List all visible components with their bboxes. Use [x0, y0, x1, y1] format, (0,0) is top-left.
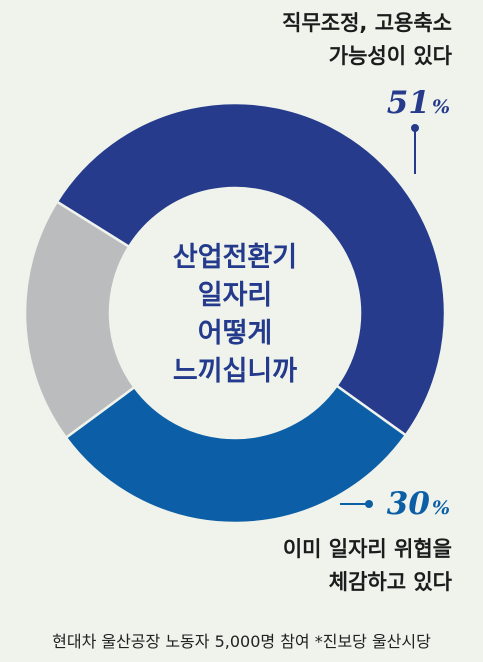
slice-label-line: 가능성이 있다 — [329, 44, 453, 68]
slice-label-line: 직무조정, 고용축소 — [282, 11, 452, 35]
source-footer: 현대차 울산공장 노동자 5,000명 참여 *진보당 울산시당 — [52, 632, 431, 651]
donut-slice-2 — [64, 384, 408, 525]
center-text-line: 산업전환기 — [173, 242, 297, 273]
slice-label-line: 체감하고 있다 — [329, 570, 453, 594]
donut-slice-3 — [23, 199, 137, 440]
slice-label-line: 이미 일자리 위협을 — [283, 537, 452, 561]
donut-hole — [111, 189, 359, 437]
center-text-line: 느끼십니까 — [173, 356, 297, 387]
donut-slices — [23, 101, 447, 525]
center-text-line: 어떻게 — [198, 318, 273, 349]
slice-value-label: 30% — [387, 486, 450, 522]
center-text-line: 일자리 — [198, 280, 273, 311]
donut-slice-1 — [55, 101, 447, 437]
slice-value-label: 51% — [387, 85, 450, 121]
